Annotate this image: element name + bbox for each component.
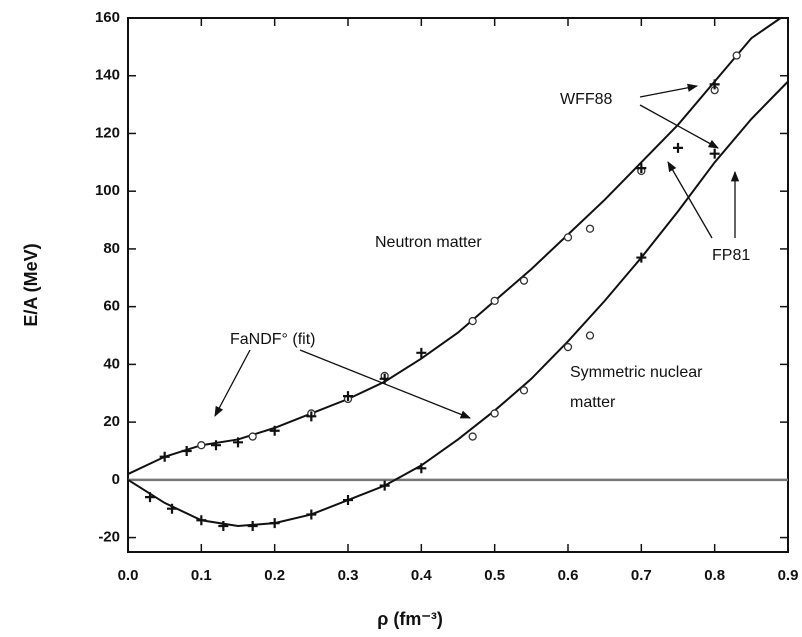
annotation: WFF88 <box>560 91 613 108</box>
plot-frame <box>127 17 789 553</box>
x-tick-label: 0.9 <box>778 567 799 584</box>
x-tick-label: 0.7 <box>631 567 652 584</box>
marker <box>197 441 206 450</box>
annotation: FP81 <box>712 247 750 264</box>
marker <box>211 440 221 451</box>
marker <box>732 51 741 60</box>
marker <box>709 148 720 159</box>
marker <box>519 386 529 395</box>
marker <box>490 409 499 418</box>
y-axis-label: E/A (MeV) <box>21 243 41 326</box>
annotation-box: Symmetric nuclear matter <box>570 364 703 411</box>
x-tick-label: 0.4 <box>411 567 433 584</box>
marker <box>248 432 257 441</box>
marker <box>585 224 595 233</box>
marker <box>563 233 573 242</box>
marker <box>673 142 683 153</box>
marker <box>343 391 353 402</box>
marker <box>269 518 280 529</box>
marker <box>218 521 229 532</box>
marker <box>519 276 529 285</box>
annotation: Symmetric nuclear matter <box>570 364 703 411</box>
marker <box>247 521 258 532</box>
marker <box>416 463 427 474</box>
x-tick-label: 0.3 <box>338 567 359 584</box>
marker <box>306 411 317 422</box>
x-tick-label: 0.8 <box>704 567 725 584</box>
y-tick-label: 160 <box>95 9 120 26</box>
marker <box>416 347 427 358</box>
y-tick-label: 0 <box>112 471 120 488</box>
marker <box>563 342 573 352</box>
marker <box>379 480 390 491</box>
y-tick-label: 40 <box>103 355 120 372</box>
x-tick-label: 0.6 <box>558 567 579 584</box>
marker <box>379 373 390 384</box>
y-tick-label: 140 <box>95 67 120 84</box>
marker <box>468 432 477 441</box>
x-tick-label: 0.2 <box>264 567 285 584</box>
marker <box>636 163 647 174</box>
marker <box>159 451 170 462</box>
y-tick-label: 120 <box>95 124 120 141</box>
marker <box>181 445 192 456</box>
curve <box>127 80 789 528</box>
marker <box>490 296 499 306</box>
marker <box>145 492 155 503</box>
marker <box>167 503 177 514</box>
marker <box>636 252 647 263</box>
x-tick-label: 0.0 <box>118 567 139 584</box>
marker <box>709 79 720 90</box>
arrows <box>214 83 740 419</box>
y-tick-label: 20 <box>103 413 120 430</box>
marker <box>585 331 595 340</box>
y-tick-label: 80 <box>103 240 120 257</box>
marker <box>343 495 353 506</box>
annotation: Neutron matter <box>375 234 482 251</box>
marker <box>269 425 280 436</box>
x-tick-label: 0.1 <box>191 567 212 584</box>
marker <box>233 437 243 448</box>
y-tick-label: -20 <box>98 529 120 546</box>
marker <box>306 509 317 520</box>
y-tick-label: 60 <box>103 298 120 315</box>
x-axis-label: ρ (fm⁻³) <box>377 609 443 629</box>
annotation: FaNDF° (fit) <box>230 331 316 348</box>
marker <box>196 515 207 526</box>
y-tick-label: 100 <box>95 182 120 199</box>
marker <box>468 316 477 326</box>
x-tick-label: 0.5 <box>484 567 505 584</box>
